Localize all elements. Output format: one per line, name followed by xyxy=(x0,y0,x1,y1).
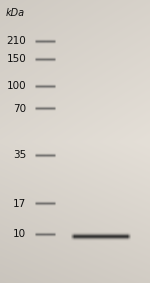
Text: 70: 70 xyxy=(13,104,26,114)
Text: 210: 210 xyxy=(6,36,26,46)
Text: kDa: kDa xyxy=(5,8,25,18)
Text: 17: 17 xyxy=(13,199,26,209)
Text: 10: 10 xyxy=(13,229,26,239)
Text: 35: 35 xyxy=(13,150,26,160)
Text: 100: 100 xyxy=(7,81,26,91)
Text: 150: 150 xyxy=(6,54,26,65)
